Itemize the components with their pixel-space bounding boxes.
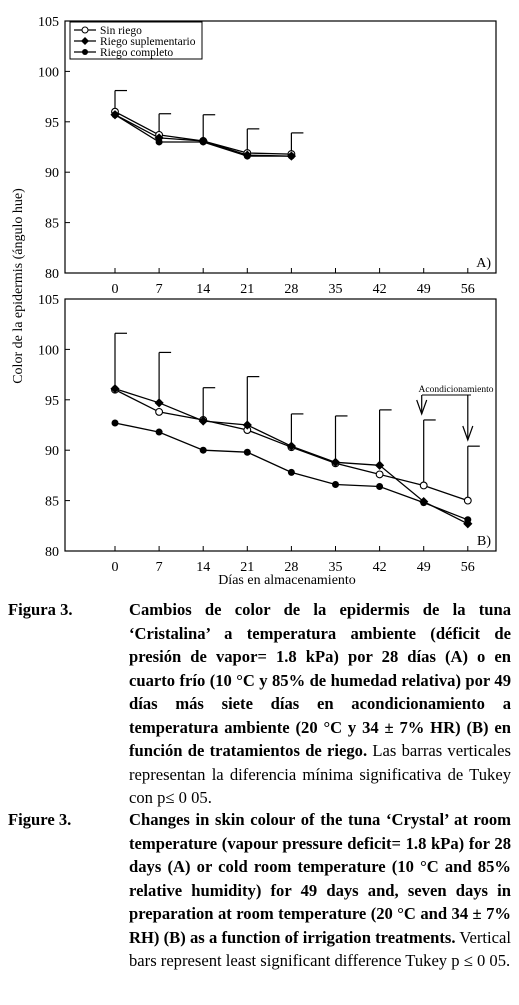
chart-panel-a: 80 85 90 95 100 105 0 7 14 21 28 35 42 49 56A) Sin rieg…: [11, 15, 497, 384]
data-point: [375, 470, 384, 479]
x-axis-label: Días en almacenamiento: [218, 573, 356, 588]
x-tick-label: 0: [112, 560, 119, 575]
y-tick-label: 85: [45, 217, 59, 232]
data-point: [243, 448, 251, 456]
data-point: [111, 111, 119, 119]
x-tick-label: 7: [156, 560, 163, 575]
y-axis-label: Color de la epidermis (ángulo hue): [11, 188, 26, 384]
data-point: [242, 420, 252, 430]
data-point: [155, 138, 163, 146]
data-point: [330, 457, 341, 467]
x-tick-label: 35: [329, 560, 343, 575]
data-point: [243, 152, 251, 160]
y-tick-label: 85: [45, 495, 59, 510]
plot-frame: [64, 20, 497, 274]
x-tick-label: 49: [417, 560, 431, 575]
chart-panel-b: 80 85 90 95 100 105 0 7 14 21 28 35 42 49 56B) Acondici…: [38, 293, 497, 588]
caption-es-normal: Las barras verticales representan la dif…: [129, 741, 512, 807]
data-point: [420, 499, 428, 507]
y-tick-label: 100: [38, 343, 59, 358]
y-tick-label: 105: [38, 15, 59, 30]
x-tick-label: 42: [373, 560, 387, 575]
data-point: [286, 441, 296, 451]
panel-label: B): [477, 534, 491, 549]
data-point: [287, 152, 295, 160]
x-tick-label: 0: [112, 282, 119, 297]
y-tick-label: 100: [38, 65, 59, 80]
x-tick-label: 35: [329, 282, 343, 297]
annotation-arrow-head: [462, 425, 474, 442]
legend-marker: [82, 49, 88, 55]
annotation-arrow-head: [416, 399, 428, 416]
y-tick-label: 90: [45, 166, 59, 181]
data-point: [419, 481, 428, 490]
data-point: [463, 496, 472, 505]
legend-entry: Riego suplementario: [100, 36, 196, 48]
panel-label: A): [476, 256, 491, 271]
x-tick-label: 49: [417, 282, 431, 297]
x-tick-label: 42: [373, 282, 387, 297]
data-point: [198, 416, 208, 426]
data-point: [111, 419, 119, 427]
caption-en-bold: Changes in skin colour of the tuna ‘Crys…: [129, 810, 511, 947]
caption-en-normal: Vertical bars represent least significan…: [129, 927, 511, 971]
x-tick-label: 14: [196, 560, 210, 575]
legend-entry: Sin riego: [100, 25, 142, 37]
x-tick-label: 28: [284, 282, 298, 297]
x-tick-label: 21: [240, 282, 254, 297]
y-tick-label: 80: [45, 267, 59, 282]
data-point: [376, 482, 384, 490]
caption-en-label: Figure 3.: [8, 810, 72, 829]
x-tick-label: 7: [156, 282, 163, 297]
data-point: [199, 446, 207, 454]
x-tick-label: 21: [240, 560, 254, 575]
data-point: [155, 428, 163, 436]
data-point: [155, 407, 164, 416]
y-tick-label: 95: [45, 116, 59, 131]
legend-entry: Riego completo: [100, 47, 173, 59]
caption-en: Changes in skin colour of the tuna ‘Crys…: [129, 808, 511, 973]
y-tick-label: 105: [38, 293, 59, 308]
x-tick-label: 14: [196, 282, 210, 297]
annotation-acondicionamiento: Acondicionamiento: [419, 385, 494, 395]
caption-es-bold: Cambios de color de la epidermis de la t…: [129, 600, 511, 760]
y-tick-label: 95: [45, 394, 59, 409]
plot-frame: [64, 298, 497, 552]
data-point: [464, 516, 472, 524]
caption-es-label: Figura 3.: [8, 600, 73, 619]
data-point: [154, 398, 164, 408]
data-point: [332, 480, 339, 488]
data-point: [199, 138, 207, 146]
x-tick-label: 56: [461, 560, 475, 575]
x-tick-label: 28: [284, 560, 298, 575]
data-point: [110, 384, 120, 394]
caption-es: Cambios de color de la epidermis de la t…: [129, 598, 511, 810]
x-tick-label: 56: [461, 282, 475, 297]
data-point: [287, 468, 295, 476]
legend-marker: [81, 26, 89, 34]
series-line: [114, 388, 469, 525]
y-tick-label: 90: [45, 444, 59, 459]
data-point: [375, 460, 385, 470]
legend-marker: [81, 37, 89, 45]
y-tick-label: 80: [45, 545, 59, 560]
